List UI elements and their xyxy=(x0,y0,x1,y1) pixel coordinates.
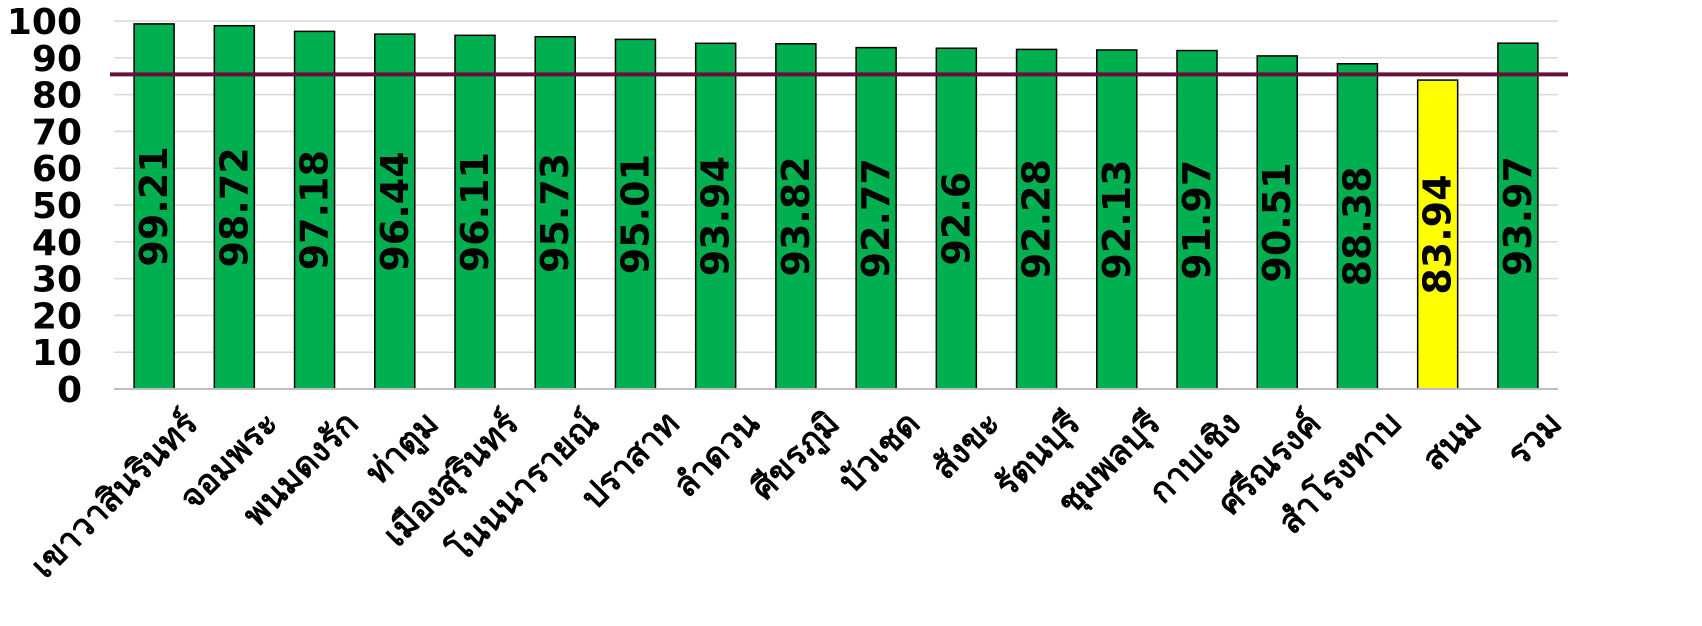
data-label: 95.73 xyxy=(533,153,577,273)
data-label: 83.94 xyxy=(1416,174,1460,294)
y-tick-label: 70 xyxy=(32,112,82,153)
y-tick-label: 30 xyxy=(32,260,82,301)
data-label: 93.94 xyxy=(694,156,738,276)
data-label: 93.82 xyxy=(774,156,818,276)
data-label: 96.44 xyxy=(373,151,417,271)
y-tick-label: 50 xyxy=(32,186,82,227)
y-tick-label: 40 xyxy=(32,223,82,264)
data-label: 90.51 xyxy=(1255,162,1299,282)
data-label: 92.28 xyxy=(1015,159,1059,279)
x-tick-label: ศีขรภูมิ xyxy=(743,404,848,509)
data-label: 95.01 xyxy=(613,154,657,274)
data-label: 97.18 xyxy=(293,150,337,270)
y-tick-label: 80 xyxy=(32,76,82,117)
x-tick-label: รวม xyxy=(1499,404,1570,475)
data-label: 92.13 xyxy=(1095,159,1139,279)
x-tick-label: สนม xyxy=(1414,404,1489,479)
y-tick-label: 10 xyxy=(32,333,82,374)
y-tick-label: 90 xyxy=(32,39,82,80)
y-tick-label: 100 xyxy=(7,2,82,43)
data-label: 88.38 xyxy=(1335,166,1379,286)
y-tick-label: 20 xyxy=(32,296,82,337)
data-label: 98.72 xyxy=(212,147,256,267)
data-label: 91.97 xyxy=(1175,160,1219,280)
data-label: 92.6 xyxy=(934,172,978,266)
data-label: 99.21 xyxy=(132,146,176,266)
data-label: 93.97 xyxy=(1496,156,1540,276)
y-tick-label: 0 xyxy=(57,370,82,411)
data-label: 92.77 xyxy=(854,158,898,278)
data-label: 96.11 xyxy=(453,152,497,272)
x-axis-ticks: เขาวาสินรินทร์จอมพระพนมดงรักท่าตูมเมืองส… xyxy=(23,403,1569,586)
bars xyxy=(134,24,1538,389)
y-tick-label: 60 xyxy=(32,149,82,190)
x-tick-label: บัวเชด xyxy=(831,404,928,501)
